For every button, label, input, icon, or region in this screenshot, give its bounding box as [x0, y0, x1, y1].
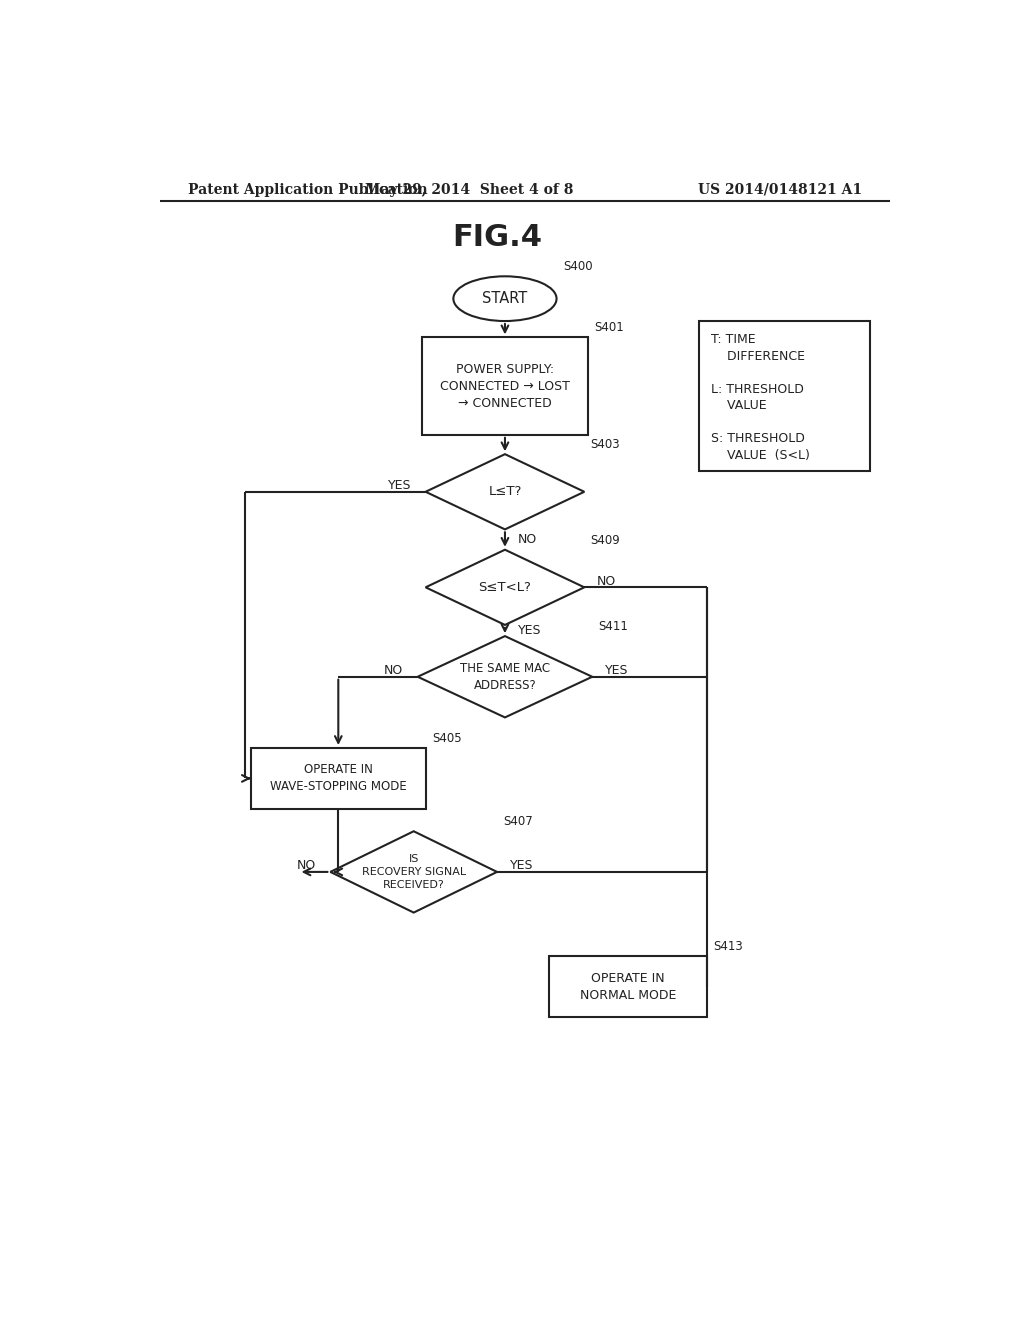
Text: OPERATE IN
WAVE-STOPPING MODE: OPERATE IN WAVE-STOPPING MODE: [270, 763, 407, 793]
Bar: [699, 321, 870, 471]
Text: NO: NO: [297, 859, 316, 873]
Text: S≤T<L?: S≤T<L?: [478, 581, 531, 594]
Text: OPERATE IN
NORMAL MODE: OPERATE IN NORMAL MODE: [580, 972, 676, 1002]
Text: YES: YES: [605, 664, 629, 677]
Bar: [422, 338, 588, 434]
Text: Patent Application Publication: Patent Application Publication: [187, 183, 427, 197]
Text: YES: YES: [388, 479, 412, 492]
Text: POWER SUPPLY:
CONNECTED → LOST
→ CONNECTED: POWER SUPPLY: CONNECTED → LOST → CONNECT…: [440, 363, 570, 409]
Text: YES: YES: [518, 624, 541, 638]
Text: S403: S403: [591, 438, 621, 451]
Text: US 2014/0148121 A1: US 2014/0148121 A1: [698, 183, 862, 197]
Text: THE SAME MAC
ADDRESS?: THE SAME MAC ADDRESS?: [460, 663, 550, 692]
Text: S407: S407: [504, 816, 534, 828]
Text: May 29, 2014  Sheet 4 of 8: May 29, 2014 Sheet 4 of 8: [366, 183, 573, 197]
Text: S401: S401: [595, 321, 625, 334]
Text: FIG.4: FIG.4: [452, 223, 542, 252]
Text: S409: S409: [591, 533, 621, 546]
Text: S411: S411: [599, 620, 629, 634]
Text: IS
RECOVERY SIGNAL
RECEIVED?: IS RECOVERY SIGNAL RECEIVED?: [361, 854, 466, 890]
Bar: [251, 748, 426, 809]
Text: L≤T?: L≤T?: [488, 486, 521, 498]
Text: S413: S413: [714, 940, 743, 953]
Text: S400: S400: [563, 260, 593, 273]
Text: START: START: [482, 292, 527, 306]
Text: NO: NO: [597, 574, 616, 587]
Text: NO: NO: [384, 664, 403, 677]
Text: S405: S405: [432, 731, 462, 744]
Text: YES: YES: [510, 859, 534, 873]
Text: NO: NO: [518, 533, 537, 546]
Text: T: TIME
    DIFFERENCE

L: THRESHOLD
    VALUE

S: THRESHOLD
    VALUE  (S<L): T: TIME DIFFERENCE L: THRESHOLD VALUE S:…: [711, 333, 809, 462]
Bar: [549, 956, 708, 1018]
